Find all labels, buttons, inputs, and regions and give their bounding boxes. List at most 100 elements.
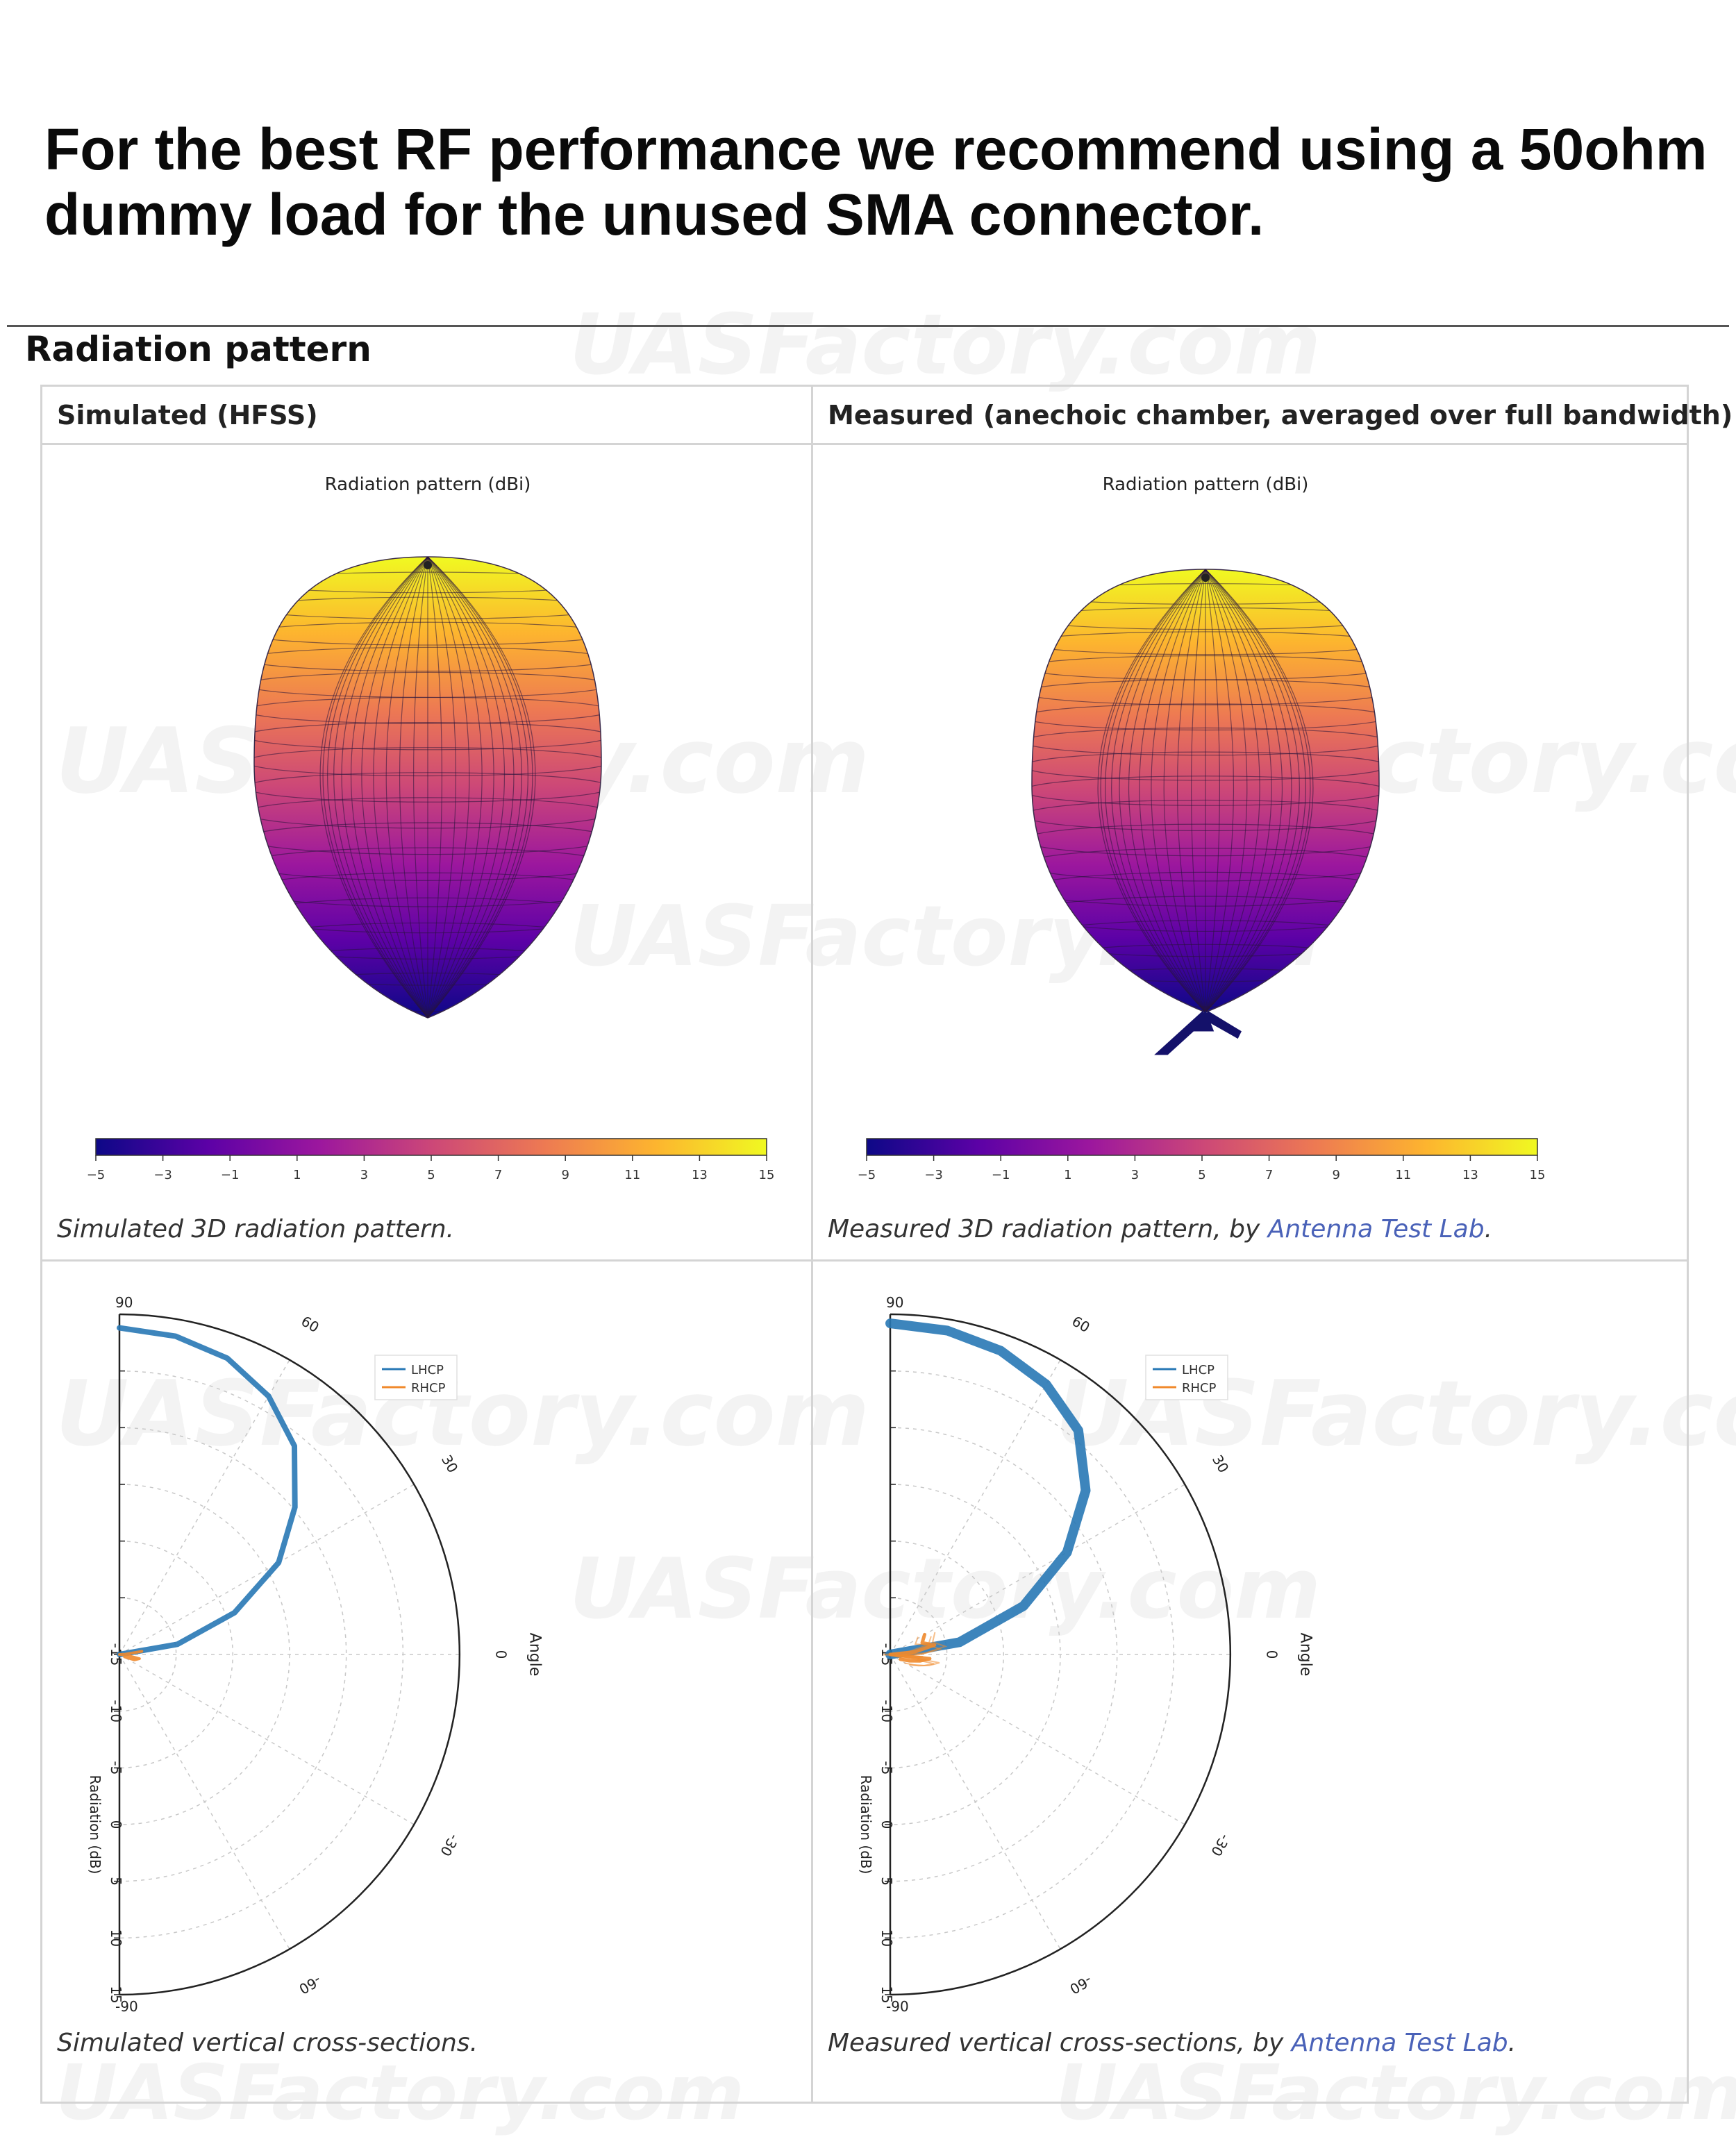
colorbar-tick-label: −5 — [87, 1168, 106, 1182]
legend-entry: RHCP — [411, 1381, 446, 1396]
mesh-parallel — [254, 646, 601, 672]
mesh-parallel — [254, 747, 601, 777]
mesh-parallel — [1032, 679, 1379, 705]
colorbar-tick-label: 7 — [494, 1168, 502, 1182]
grid-ring — [119, 1484, 290, 1825]
chart-title: Radiation pattern (dBi) — [1103, 474, 1309, 495]
section-divider — [7, 325, 1729, 327]
section-title: Radiation pattern — [25, 329, 372, 369]
mesh-meridian — [1105, 569, 1206, 1012]
mesh-parallel — [254, 897, 601, 934]
surface-mesh — [1032, 569, 1379, 1012]
measured-3d-pattern: Radiation pattern (dBi)−5 −3 −1 1 3 5 7 9 11 13 15 — [858, 474, 1546, 1182]
legend-box — [374, 1355, 458, 1400]
mesh-meridian — [427, 557, 506, 1018]
series-rhcp-line — [118, 1650, 144, 1661]
mesh-meridian — [1111, 569, 1206, 1012]
angle-tick-label: 60 — [299, 1313, 322, 1336]
radial-tick-label: 5 — [878, 1877, 895, 1886]
mesh-meridian — [1176, 569, 1206, 1012]
colorbar-tick-label: −5 — [858, 1168, 876, 1182]
mesh-meridian — [1205, 569, 1272, 1012]
colorbar-tick-label: 11 — [1395, 1168, 1411, 1182]
mesh-meridian — [333, 557, 428, 1018]
colorbar — [95, 1138, 767, 1156]
radial-tick-label: 15 — [878, 1986, 895, 2003]
mesh-parallel — [1032, 583, 1379, 605]
mesh-meridian — [361, 557, 428, 1018]
colorbar-tick-label: −1 — [221, 1168, 240, 1182]
mesh-parallel — [1032, 920, 1379, 957]
grid-spoke — [119, 1654, 415, 1825]
mesh-meridian — [1139, 569, 1206, 1012]
legend-entry: RHCP — [1182, 1381, 1217, 1396]
mesh-parallel — [254, 847, 601, 881]
legend-entry: LHCP — [1182, 1363, 1215, 1377]
caption-measured-3d: Measured 3D radiation pattern, by Antenn… — [828, 1212, 1492, 1247]
angle-tick-label: -30 — [437, 1831, 462, 1859]
mesh-meridian — [1100, 569, 1206, 1012]
radial-tick-label: -10 — [108, 1700, 124, 1723]
mesh-meridian — [1205, 569, 1314, 1012]
series-lhcp-line — [117, 1325, 298, 1657]
mesh-parallel — [1032, 631, 1379, 655]
mesh-parallel — [1032, 776, 1379, 806]
grid-ring — [119, 1597, 177, 1712]
radiation-pattern-table — [40, 385, 1689, 2104]
chart-title: Radiation pattern (dBi) — [325, 474, 531, 495]
mesh-parallel — [1032, 799, 1379, 832]
mesh-parallel — [254, 972, 601, 1012]
back-lobe — [1154, 1010, 1207, 1055]
colorbar-tick-label: 3 — [1131, 1168, 1139, 1182]
radial-tick-label: 10 — [108, 1929, 124, 1947]
legend-box — [1145, 1355, 1228, 1400]
colorbar-tick-label: 9 — [561, 1168, 569, 1182]
colorbar-tick-label: 7 — [1265, 1168, 1273, 1182]
row-divider — [40, 1259, 1689, 1262]
series-rhcp-trace — [895, 1636, 943, 1666]
grid-ring — [890, 1597, 948, 1712]
antenna-test-lab-link[interactable]: Antenna Test Lab — [1291, 2029, 1508, 2057]
pole-marker — [424, 561, 432, 569]
colorbar-tick-label: 15 — [759, 1168, 775, 1182]
mesh-parallel — [1032, 727, 1379, 756]
mesh-meridian — [427, 557, 522, 1018]
headline: For the best RF performance we recommend… — [44, 117, 1708, 247]
angle-tick-label: -90 — [115, 1998, 138, 2015]
grid-spoke — [890, 1654, 1061, 1950]
colorbar-tick-label: 1 — [1064, 1168, 1071, 1182]
mesh-meridian — [350, 557, 428, 1018]
watermark: UASFactory.com — [569, 297, 1321, 394]
column-divider — [811, 385, 813, 2104]
grid-ring — [119, 1540, 233, 1769]
header-row-divider — [40, 443, 1689, 445]
polar-frame — [119, 1313, 461, 1996]
colorbar-tick-label: 13 — [692, 1168, 708, 1182]
angle-tick-label: 30 — [1209, 1452, 1233, 1475]
mesh-parallel — [254, 922, 601, 959]
grid-ring — [890, 1484, 1061, 1825]
series-lhcp-line — [885, 1318, 1091, 1659]
caption-text: Measured vertical cross-sections, by — [828, 2029, 1292, 2057]
colorbar-tick-label: 5 — [427, 1168, 435, 1182]
colorbar-tick-label: 15 — [1530, 1168, 1546, 1182]
mesh-parallel — [254, 571, 601, 594]
grid-spoke — [890, 1654, 1185, 1825]
mesh-parallel — [254, 872, 601, 907]
mesh-meridian — [1205, 569, 1292, 1012]
radial-tick-label: -10 — [878, 1700, 895, 1723]
colorbar-tick-label: −3 — [153, 1168, 172, 1182]
mesh-parallel — [1032, 871, 1379, 907]
caption-suffix: . — [1508, 2029, 1517, 2057]
antenna-test-lab-link[interactable]: Antenna Test Lab — [1267, 1215, 1485, 1243]
colorbar-tick-label: 9 — [1332, 1168, 1339, 1182]
mesh-meridian — [1128, 569, 1206, 1012]
colorbar-tick-label: 1 — [293, 1168, 301, 1182]
mesh-parallel — [254, 696, 601, 724]
mesh-meridian — [427, 557, 528, 1018]
mesh-meridian — [327, 557, 428, 1018]
grid-spoke — [119, 1654, 290, 1950]
mesh-meridian — [1205, 569, 1220, 1012]
angle-tick-label: 0 — [1263, 1650, 1280, 1659]
mesh-parallel — [254, 772, 601, 803]
